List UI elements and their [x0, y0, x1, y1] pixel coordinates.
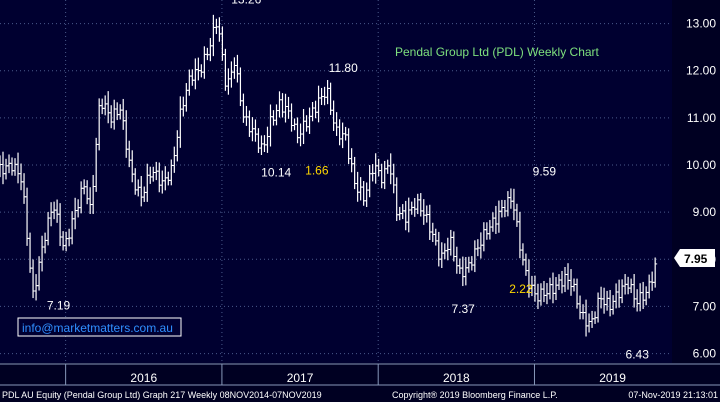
grid — [0, 0, 672, 363]
y-tick-label: 9.00 — [693, 205, 717, 219]
x-tick-label: 2018 — [443, 371, 470, 385]
footer-right: 07-Nov-2019 21:13:01 — [628, 390, 718, 400]
x-axis: 2016 2017 2018 2019 — [65, 364, 626, 385]
y-tick-label: 12.00 — [686, 64, 716, 78]
y-tick-label: 10.00 — [686, 158, 716, 172]
x-tick-label: 2019 — [599, 371, 626, 385]
annotation-label: 2.22 — [509, 282, 533, 296]
last-price-tag: 7.95 — [674, 249, 715, 267]
watermark-text: info@marketmatters.com.au — [22, 321, 173, 335]
annotation-label: 13.26 — [231, 0, 261, 6]
last-price: 7.95 — [684, 252, 708, 266]
annotations: 13.26 11.80 1.66 10.14 9.59 2.22 7.37 7.19 6.43 — [47, 0, 649, 361]
annotation-label: 10.14 — [261, 165, 291, 179]
y-tick-label: 6.00 — [693, 347, 717, 361]
price-bars — [0, 14, 658, 337]
footer-center: Copyright® 2019 Bloomberg Finance L.P. — [392, 390, 558, 400]
y-tick-label: 11.00 — [687, 111, 716, 125]
watermark-box: info@marketmatters.com.au — [17, 317, 182, 337]
x-tick-label: 2016 — [130, 371, 157, 385]
chart-title: Pendal Group Ltd (PDL) Weekly Chart — [395, 45, 600, 59]
annotation-label: 1.66 — [305, 163, 329, 177]
plot-area — [0, 0, 672, 363]
annotation-label: 9.59 — [533, 164, 557, 178]
annotation-label: 7.19 — [47, 298, 71, 312]
annotation-label: 7.37 — [451, 302, 475, 316]
price-tag-shape — [674, 249, 715, 267]
footer-left: PDL AU Equity (Pendal Group Ltd) Graph 2… — [2, 390, 322, 400]
y-tick-label: 13.00 — [686, 17, 716, 31]
watermark-frame — [17, 317, 182, 337]
y-tick-label: 7.00 — [693, 299, 717, 313]
annotation-label: 11.80 — [329, 61, 358, 75]
x-tick-label: 2017 — [287, 371, 314, 385]
annotation-label: 6.43 — [626, 347, 650, 361]
